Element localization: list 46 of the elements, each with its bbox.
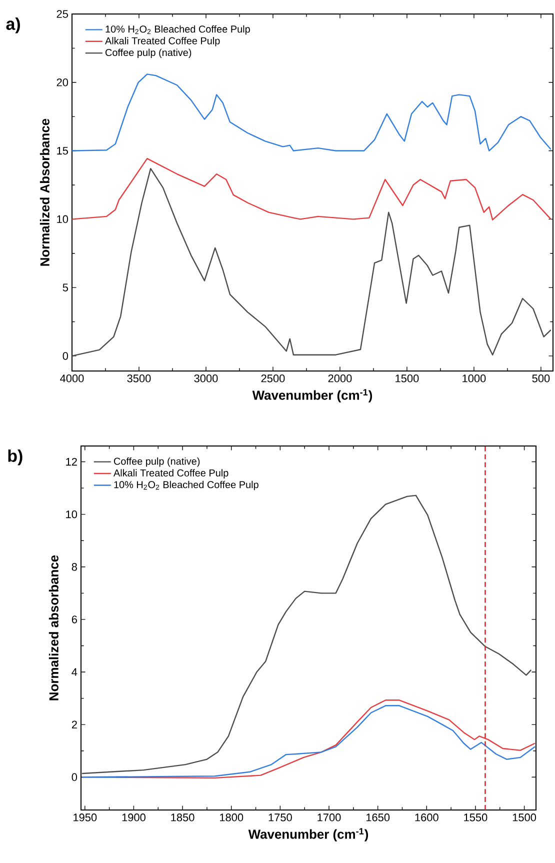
line-series — [71, 74, 552, 152]
y-tick-label: 10 — [66, 510, 78, 518]
x-tick-label: 1850 — [171, 814, 194, 822]
x-tick-label: 500 — [532, 374, 550, 382]
y-axis-title: Normalized absorbance — [48, 555, 58, 700]
x-tick-label: 1750 — [268, 814, 292, 822]
text: b) — [8, 450, 22, 466]
line-series — [71, 158, 552, 220]
y-tick-label: 15 — [57, 146, 68, 155]
y-axis-title: Normalized Absorbance — [40, 118, 50, 266]
y-tick-label: 20 — [56, 78, 68, 86]
y-tick-label: 10 — [57, 215, 68, 224]
x-tick-label: 1800 — [220, 814, 244, 822]
x-tick-label: 1650 — [366, 814, 390, 822]
x-tick-label: 1500 — [396, 374, 419, 382]
line-series — [81, 494, 532, 774]
y-tick-label: 0 — [72, 773, 78, 782]
x-tick-label: 3500 — [127, 374, 151, 382]
x-axis-title: Wavenumber (cm$^{-1}$) — [248, 828, 368, 842]
y-tick-label: 2 — [72, 720, 77, 728]
x-tick-label: 4000 — [60, 374, 84, 382]
x-tick-label: 1950 — [74, 814, 97, 822]
x-tick-label: 1600 — [415, 814, 438, 822]
y-tick-label: 6 — [72, 616, 77, 624]
x-tick-label: 2500 — [261, 374, 285, 382]
x-tick-label: 1550 — [464, 814, 488, 822]
y-tick-label: 0 — [62, 352, 68, 360]
text: a) — [6, 18, 20, 34]
x-tick-label: 1500 — [512, 814, 536, 822]
x-tick-label: 1000 — [462, 374, 486, 382]
y-tick-label: 12 — [66, 458, 77, 466]
y-tick-label: 4 — [72, 668, 78, 676]
legend-label: Coffee pulp (native) — [106, 48, 192, 58]
x-axis-title: Wavenumber (cm$^{-1}$) — [252, 389, 372, 402]
legend-label: Coffee pulp (native) — [114, 457, 200, 467]
x-tick-label: 2000 — [328, 374, 352, 382]
x-tick-label: 1900 — [122, 814, 146, 822]
x-tick-label: 1700 — [318, 814, 341, 822]
legend-label: Alkali Treated Coffee Pulp — [113, 469, 228, 478]
y-tick-label: 5 — [62, 284, 68, 292]
legend-label: 10% H$_{2}$O$_{2}$ Bleached Coffee Pulp — [106, 25, 250, 35]
y-tick-label: 8 — [72, 563, 77, 571]
legend-label: 10% H$_{2}$O$_{2}$ Bleached Coffee Pulp — [114, 480, 258, 490]
legend-label: Alkali Treated Coffee Pulp — [105, 37, 220, 46]
x-tick-label: 3000 — [194, 374, 218, 382]
y-tick-label: 25 — [56, 10, 68, 18]
